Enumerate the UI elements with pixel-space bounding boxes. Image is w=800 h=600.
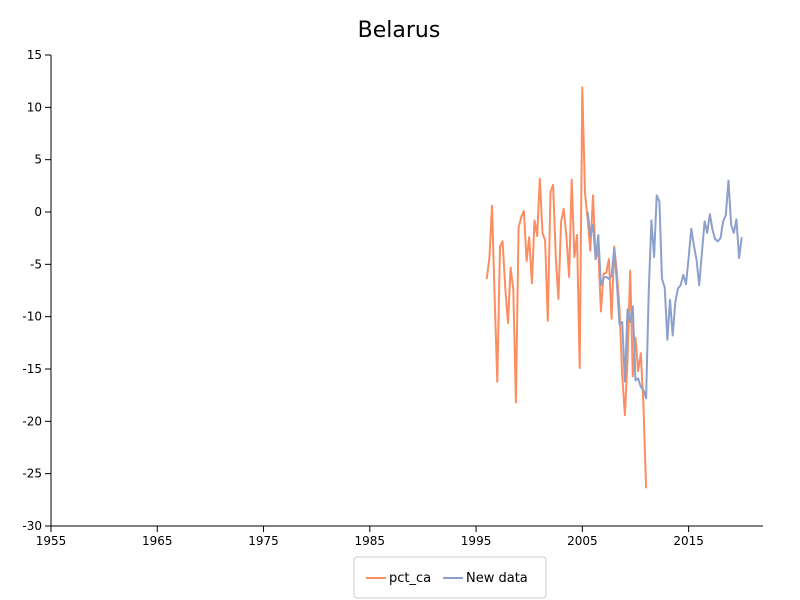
- y-tick-label: -10: [22, 310, 42, 324]
- series-line-new-data: [586, 179, 743, 400]
- legend-label-pct-ca: pct_ca: [389, 571, 431, 586]
- x-tick-label: 1965: [142, 534, 173, 548]
- x-tick-label: 1985: [355, 534, 386, 548]
- y-tick-label: -5: [30, 257, 42, 271]
- x-tick-label: 2005: [567, 534, 598, 548]
- x-axis: 1955 1965 1975 1985 1995 2005 2015: [36, 526, 704, 548]
- x-tick-label: 1995: [461, 534, 492, 548]
- x-tick-label: 1975: [248, 534, 279, 548]
- y-tick-label: 10: [27, 100, 42, 114]
- legend-label-new-data: New data: [466, 571, 528, 586]
- legend: pct_ca New data: [353, 556, 547, 599]
- y-tick-label: 15: [27, 48, 42, 62]
- x-tick-label: 1955: [36, 534, 67, 548]
- y-tick-label: -20: [22, 414, 42, 428]
- plot-area: [485, 86, 743, 489]
- chart-title: Belarus: [358, 18, 441, 43]
- axes: 1955 1965 1975 1985 1995 2005 2015 -30 -25 -20 -1…: [22, 48, 763, 548]
- y-axis: -30 -25 -20 -15 -10 -5 0 5 10 15: [22, 48, 51, 533]
- y-tick-label: 5: [34, 153, 42, 167]
- y-tick-label: -25: [22, 467, 42, 481]
- y-tick-label: -15: [22, 362, 42, 376]
- x-tick-label: 2015: [673, 534, 704, 548]
- y-tick-label: -30: [22, 519, 42, 533]
- y-tick-label: 0: [34, 205, 42, 219]
- series-line-pct-ca: [485, 86, 648, 489]
